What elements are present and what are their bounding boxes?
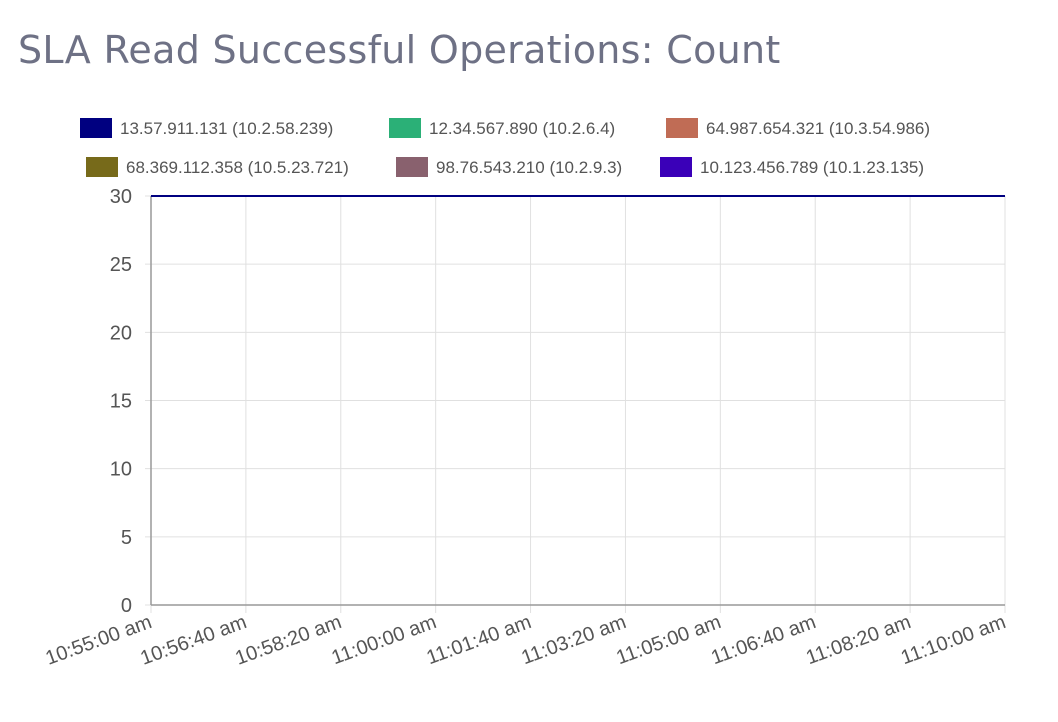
y-tick-label: 10 <box>110 459 132 481</box>
x-tick-label: 10:56:40 am <box>138 611 250 670</box>
x-tick-label: 11:08:20 am <box>803 611 914 669</box>
legend-label: 98.76.543.210 (10.2.9.3) <box>436 158 622 177</box>
legend-swatch <box>86 157 118 177</box>
legend-label: 64.987.654.321 (10.3.54.986) <box>706 119 930 138</box>
y-tick-label: 25 <box>110 254 132 276</box>
legend-swatch <box>396 157 428 177</box>
y-tick-label: 20 <box>110 322 132 344</box>
legend-swatch <box>660 157 692 177</box>
legend-label: 12.34.567.890 (10.2.6.4) <box>429 119 615 138</box>
y-tick-label: 0 <box>121 595 132 617</box>
x-tick-label: 11:10:00 am <box>898 611 1009 669</box>
legend-swatch <box>389 118 421 138</box>
y-tick-label: 15 <box>110 391 132 413</box>
legend-swatch <box>80 118 112 138</box>
legend-label: 13.57.911.131 (10.2.58.239) <box>120 119 333 138</box>
y-tick-label: 30 <box>110 186 132 208</box>
legend-label: 10.123.456.789 (10.1.23.135) <box>700 158 924 177</box>
y-tick-label: 5 <box>121 527 132 549</box>
x-tick-label: 11:00:00 am <box>329 611 440 669</box>
legend-label: 68.369.112.358 (10.5.23.721) <box>126 158 349 177</box>
x-tick-label: 11:06:40 am <box>708 611 819 669</box>
x-tick-label: 11:01:40 am <box>424 611 535 669</box>
x-tick-label: 10:55:00 am <box>43 611 155 670</box>
x-tick-label: 10:58:20 am <box>232 611 344 670</box>
legend-swatch <box>666 118 698 138</box>
x-tick-label: 11:05:00 am <box>613 611 724 669</box>
chart-title: SLA Read Successful Operations: Count <box>18 28 781 72</box>
x-tick-label: 11:03:20 am <box>519 611 630 669</box>
